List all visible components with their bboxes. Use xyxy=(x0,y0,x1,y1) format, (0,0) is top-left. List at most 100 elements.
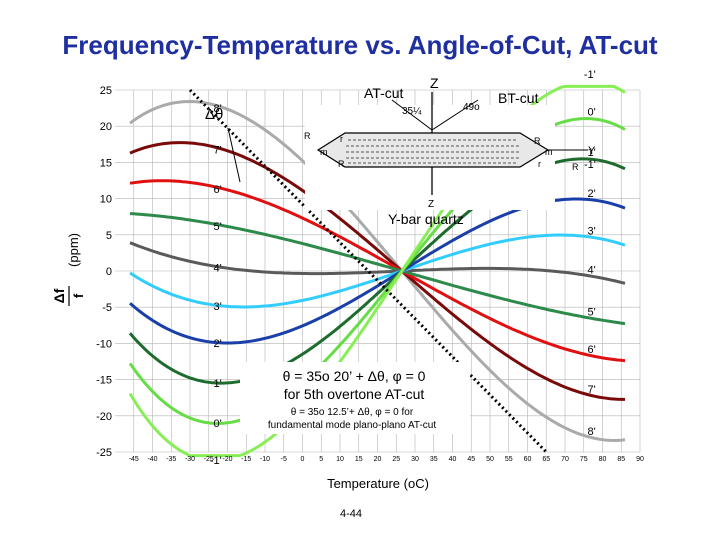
delta-theta-arrow xyxy=(227,127,241,183)
series-left-label: 0' xyxy=(214,418,222,430)
y-axis-title-ppm: (ppm) xyxy=(66,233,81,267)
series-left-label: 7' xyxy=(214,145,222,157)
series-line xyxy=(129,141,625,401)
x-tick-label: 85 xyxy=(617,456,625,463)
x-tick-label: 15 xyxy=(355,456,363,463)
y-tick-label: -25 xyxy=(96,447,112,459)
x-tick-label: -20 xyxy=(222,456,232,463)
crystal-label-r4: R xyxy=(534,136,541,146)
axis-ticks: -25 -20 -15 -10 -5 0 5 10 15 20 25 -45 -40 -35 -30 -25 -… xyxy=(96,85,644,463)
series-line xyxy=(129,99,626,443)
main-formula-sub: for 5th overtone AT-cut xyxy=(284,386,425,402)
at-cut-line xyxy=(391,99,433,131)
series-left-label: 6' xyxy=(214,184,222,196)
y-tick-label: 5 xyxy=(106,230,112,242)
y-tick-label: 0 xyxy=(106,266,112,278)
crystal-caption: Y-bar quartz xyxy=(388,211,464,227)
bt-cut-line xyxy=(431,99,479,131)
x-tick-label: 45 xyxy=(467,456,475,463)
y-tick-label: -20 xyxy=(96,411,112,423)
z-top-label: Z xyxy=(430,75,439,91)
series-line xyxy=(129,241,626,285)
crystal-label-m2: m xyxy=(545,147,553,157)
x-tick-label: 25 xyxy=(392,456,400,463)
crystal-body xyxy=(316,132,550,168)
x-tick-label: -10 xyxy=(260,456,270,463)
x-tick-label: 10 xyxy=(336,456,344,463)
series-left-label: 8' xyxy=(214,103,222,115)
crystal-label-r3: R xyxy=(338,159,345,169)
x-tick-label: 90 xyxy=(636,456,644,463)
formula-bg xyxy=(240,362,470,434)
x-tick-label: 40 xyxy=(449,456,457,463)
series-right-label: 1' xyxy=(588,147,596,159)
y-tick-label: 25 xyxy=(100,85,112,97)
series-right-label: 5' xyxy=(588,307,596,319)
series-line xyxy=(129,179,626,363)
crystal-label-r5: r xyxy=(538,159,541,169)
series-right-label: 7' xyxy=(588,384,596,396)
x-tick-label: 80 xyxy=(599,456,607,463)
y-axis-crystal-label: Y xyxy=(588,145,596,157)
x-tick-label: 65 xyxy=(542,456,550,463)
x-tick-label: -25 xyxy=(204,456,214,463)
x-tick-label: 20 xyxy=(374,456,382,463)
angle-bt-label: 49o xyxy=(463,102,480,113)
x-tick-label: -5 xyxy=(281,456,287,463)
y-tick-label: -15 xyxy=(96,375,112,387)
angle-at-label: 35¼ xyxy=(402,105,422,117)
x-tick-label: -35 xyxy=(166,456,176,463)
series-right-label: 3' xyxy=(588,225,596,237)
series-right-label: -1' xyxy=(584,69,596,81)
series-left-label: 2' xyxy=(214,338,222,350)
main-formula: θ = 35o 20’ + Δθ, φ = 0 xyxy=(283,368,426,384)
y-axis-title-num: Δf xyxy=(51,288,67,303)
at-cut-label: AT-cut xyxy=(364,85,404,101)
y-tick-label: -5 xyxy=(102,302,112,314)
crystal-label-m1: m xyxy=(320,147,328,157)
x-tick-label: 5 xyxy=(319,456,323,463)
y-tick-label: 10 xyxy=(100,194,112,206)
series-line xyxy=(129,212,626,326)
x-tick-label: -45 xyxy=(129,456,139,463)
y-axis-title: (ppm) Δf f xyxy=(51,233,86,306)
x-tick-label: 30 xyxy=(411,456,419,463)
y-tick-label: -10 xyxy=(96,338,112,350)
x-tick-label: 50 xyxy=(486,456,494,463)
page-number: 4-44 xyxy=(340,508,363,520)
y-tick-label: 15 xyxy=(100,157,112,169)
fund-formula-sub: fundamental mode plano-plano AT-cut xyxy=(268,420,436,431)
series-left-label: 1' xyxy=(214,378,222,390)
x-tick-label: 75 xyxy=(580,456,588,463)
y-axis-title-den: f xyxy=(71,293,86,298)
series-right-label: 2' xyxy=(588,188,596,200)
y-neg-label: -1' xyxy=(584,159,596,171)
page-title: Frequency-Temperature vs. Angle-of-Cut, … xyxy=(62,30,658,60)
bt-cut-label: BT-cut xyxy=(498,90,539,106)
crystal-inset: AT-cut Z BT-cut 35¼ 49o R r m R R m r R … xyxy=(304,75,596,227)
y-tick-label: 20 xyxy=(100,121,112,133)
delta-theta-label: Δθ xyxy=(205,106,223,123)
z-bottom-label: Z xyxy=(428,199,434,210)
x-tick-label: 70 xyxy=(561,456,569,463)
crystal-hatch xyxy=(346,139,520,164)
x-tick-label: 55 xyxy=(505,456,513,463)
x-tick-label: -40 xyxy=(147,456,157,463)
x-tick-label: -15 xyxy=(241,456,251,463)
series-left-label: 3' xyxy=(214,301,222,313)
x-axis-title: Temperature (oC) xyxy=(327,476,429,491)
crystal-label-r6: R xyxy=(572,162,579,172)
fund-formula: θ = 35o 12.5’+ Δθ, φ = 0 for xyxy=(291,407,414,418)
series-right-label: 0' xyxy=(588,107,596,119)
x-tick-label: 35 xyxy=(430,456,438,463)
x-tick-label: -30 xyxy=(185,456,195,463)
series-left-label: 4' xyxy=(214,263,222,275)
series-right-label: 8' xyxy=(588,426,596,438)
series-right-label: 6' xyxy=(588,344,596,356)
series-left-label: 5' xyxy=(214,221,222,233)
x-tick-label: 60 xyxy=(524,456,532,463)
x-tick-label: 0 xyxy=(301,456,305,463)
series-left-label: -1' xyxy=(210,455,222,467)
